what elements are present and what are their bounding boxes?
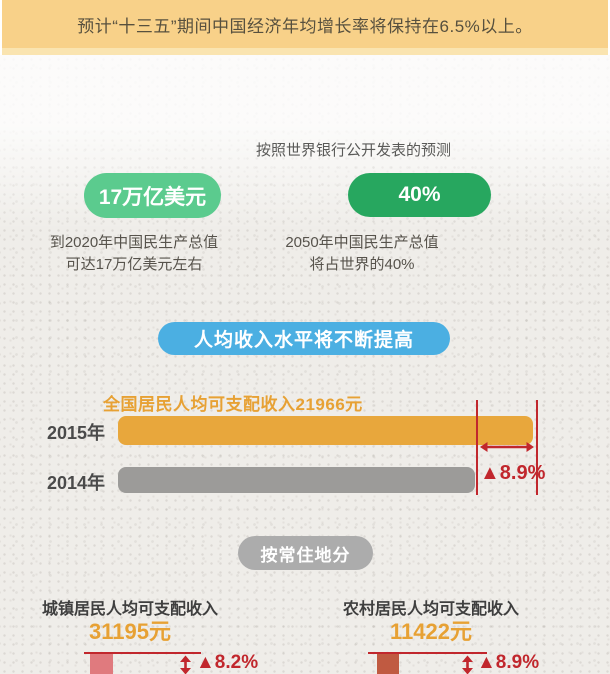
urban-reference-line-top [84, 652, 201, 654]
bar-urban-2015 [90, 653, 113, 674]
gdp-2020-description-line1: 到2020年中国民生产总值 [49, 234, 219, 251]
growth-reference-line-left [476, 400, 478, 495]
axis-label-2015: 2015年 [46, 423, 105, 443]
range-arrow-icon [480, 442, 534, 452]
world-bank-note: 按照世界银行公开发表的预测 [256, 142, 452, 159]
gdp-2050-badge-label: 40% [398, 183, 441, 206]
by-residence-badge: 按常住地分 [238, 536, 373, 570]
urban-income-value: 31195元 [89, 619, 171, 644]
growth-reference-line-right [536, 400, 538, 495]
axis-label-2014: 2014年 [46, 473, 105, 493]
income-section-title-label: 人均收入水平将不断提高 [193, 330, 414, 351]
gdp-2020-badge-label: 17万亿美元 [98, 185, 207, 209]
banner-background: 预计“十三五”期间中国经济年均增长率将保持在6.5%以上。 [2, 0, 608, 48]
national-income-label: 全国居民人均可支配收入21966元 [103, 395, 363, 414]
rural-reference-line-top [368, 652, 487, 654]
gdp-2050-description-line1: 2050年中国民生产总值 [285, 234, 439, 251]
bar-2015-national [118, 416, 533, 445]
rural-income-title: 农村居民人均可支配收入 [342, 601, 519, 618]
urban-growth-badge: ▲8.2% [196, 652, 259, 673]
gdp-2020-badge: 17万亿美元 [84, 173, 221, 218]
banner-bottom-strip [2, 48, 608, 55]
rural-growth-badge: ▲8.9% [477, 652, 540, 673]
growth-arrow-icon-rural [462, 655, 473, 674]
top-banner: 预计“十三五”期间中国经济年均增长率将保持在6.5%以上。 [2, 0, 608, 55]
bar-2014-national [118, 467, 475, 493]
income-section-title: 人均收入水平将不断提高 [158, 322, 450, 355]
gdp-2050-description: 2050年中国民生产总值 将占世界的40% [262, 232, 462, 276]
content-area: 按照世界银行公开发表的预测 17万亿美元 40% 到2020年中国民生产总值 可… [0, 55, 610, 674]
urban-income-title: 城镇居民人均可支配收入 [41, 601, 218, 618]
gdp-2020-description-line2: 可达17万亿美元左右 [65, 256, 203, 273]
gdp-2020-description: 到2020年中国民生产总值 可达17万亿美元左右 [34, 232, 234, 276]
by-residence-badge-label: 按常住地分 [260, 545, 351, 565]
gdp-2050-badge: 40% [348, 173, 491, 217]
gdp-2050-description-line2: 将占世界的40% [309, 256, 415, 273]
national-growth-badge: ▲8.9% [480, 462, 546, 484]
growth-arrow-icon-urban [180, 655, 191, 674]
banner-text: 预计“十三五”期间中国经济年均增长率将保持在6.5%以上。 [77, 16, 533, 36]
bar-rural-2015 [377, 653, 399, 674]
rural-income-value: 11422元 [390, 619, 472, 644]
